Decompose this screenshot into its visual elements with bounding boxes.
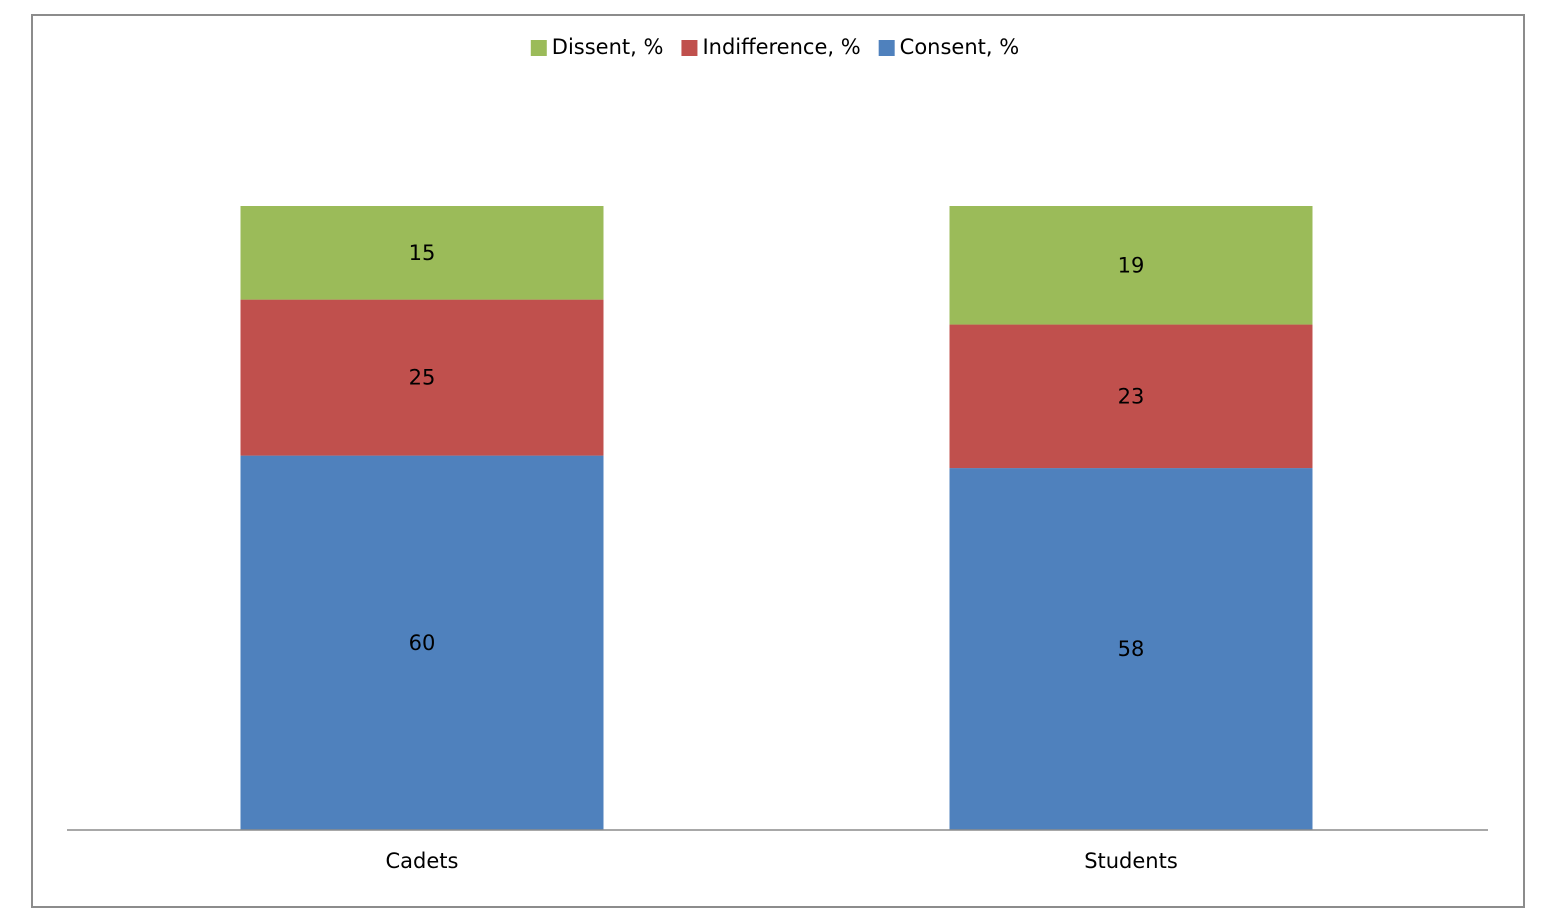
data-label-students-dissent: 19: [1118, 253, 1145, 277]
legend-label-consent: Consent, %: [900, 35, 1020, 59]
legend-swatch-dissent: [530, 40, 547, 56]
data-label-cadets-consent: 60: [409, 631, 436, 655]
x-tick-labels: Cadets Students: [386, 849, 1178, 873]
data-label-students-indifference: 23: [1118, 384, 1145, 408]
bar-students-dissent: [949, 206, 1313, 325]
x-tick-label-students: Students: [1084, 849, 1178, 873]
data-label-cadets-indifference: 25: [409, 366, 436, 390]
legend: Dissent, % Indifference, % Consent, %: [530, 35, 1020, 59]
legend-swatch-indifference: [681, 40, 698, 56]
bar-cadets-consent: [240, 455, 604, 830]
data-label-cadets-dissent: 15: [409, 241, 436, 265]
legend-swatch-consent: [878, 40, 895, 56]
data-label-students-consent: 58: [1118, 637, 1145, 661]
legend-item-indifference: Indifference, %: [681, 35, 861, 59]
legend-label-indifference: Indifference, %: [702, 35, 860, 59]
bars: [240, 206, 1313, 830]
legend-item-consent: Consent, %: [878, 35, 1020, 59]
bar-students-consent: [949, 468, 1313, 830]
bar-students-indifference: [949, 324, 1313, 469]
data-labels: 60 25 15 58 23 19: [409, 241, 1145, 661]
x-tick-label-cadets: Cadets: [386, 849, 459, 873]
bar-cadets-dissent: [240, 206, 604, 300]
bar-cadets-indifference: [240, 299, 604, 456]
legend-item-dissent: Dissent, %: [530, 35, 664, 59]
legend-label-dissent: Dissent, %: [552, 35, 664, 59]
